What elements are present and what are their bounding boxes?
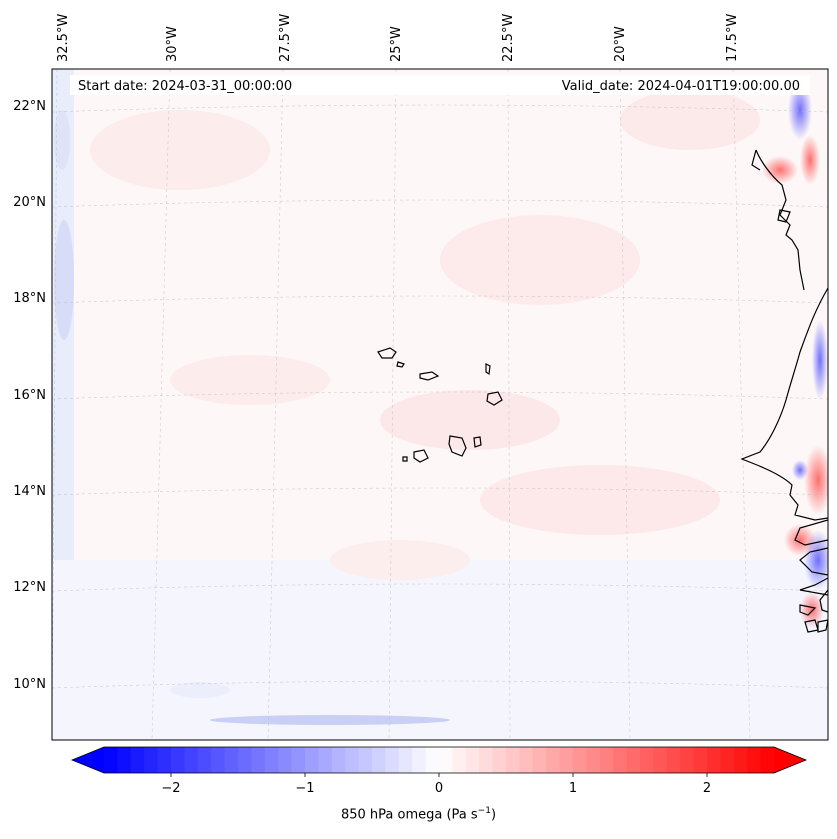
colorbar-label-exponent: −1 <box>477 806 491 816</box>
colorbar-segment <box>211 747 225 773</box>
colorbar-segment <box>318 747 333 773</box>
colorbar-segment <box>398 747 413 773</box>
colorbar-segment <box>747 747 761 773</box>
colorbar: −2 −1 0 1 2 <box>70 746 808 796</box>
lat-label: 10°N <box>13 677 46 692</box>
lat-label: 22°N <box>13 99 46 114</box>
colorbar-segment <box>291 747 306 773</box>
colorbar-label-suffix: ) <box>490 807 497 823</box>
lon-label: 27.5°W <box>278 14 293 62</box>
colorbar-gradient <box>72 747 806 773</box>
colorbar-segment <box>707 747 721 773</box>
colorbar-segment <box>251 747 266 773</box>
colorbar-segment <box>184 747 199 773</box>
colorbar-segment <box>506 747 520 773</box>
colorbar-segment <box>720 747 735 773</box>
colorbar-segment <box>197 747 212 773</box>
colorbar-segment <box>586 747 601 773</box>
lon-label: 30°W <box>165 26 180 62</box>
colorbar-segment <box>439 747 453 773</box>
lon-label: 22.5°W <box>501 14 516 62</box>
colorbar-segment <box>452 747 467 773</box>
colorbar-segment <box>157 747 172 773</box>
map-gridlines <box>52 69 828 740</box>
lat-label: 16°N <box>13 388 46 403</box>
colorbar-segment <box>238 747 252 773</box>
lon-label: 17.5°W <box>725 14 740 62</box>
colorbar-segment <box>264 747 279 773</box>
colorbar-segment <box>492 747 507 773</box>
colorbar-tick-label: 2 <box>703 781 711 796</box>
colorbar-segment <box>640 747 654 773</box>
latitude-labels: 22°N 20°N 18°N 16°N 14°N 12°N 10°N <box>13 99 46 692</box>
colorbar-tick-label: −1 <box>295 781 314 796</box>
lon-label: 20°W <box>613 26 628 62</box>
colorbar-ticks <box>170 773 708 777</box>
colorbar-segment <box>224 747 239 773</box>
colorbar-segment <box>573 747 587 773</box>
colorbar-extend-low <box>72 747 104 773</box>
colorbar-outline <box>70 746 808 774</box>
colorbar-segment <box>305 747 319 773</box>
longitude-labels: 32.5°W 30°W 27.5°W 25°W 22.5°W 20°W 17.5… <box>56 14 740 62</box>
map-frame <box>51 68 829 741</box>
colorbar-tick-label: 0 <box>435 781 443 796</box>
start-date-label: Start date: 2024-03-31_00:00:00 <box>78 79 292 94</box>
colorbar-segment <box>559 747 574 773</box>
coastline <box>377 149 828 633</box>
colorbar-segment <box>733 747 748 773</box>
lon-label: 32.5°W <box>56 14 71 62</box>
colorbar-segment <box>278 747 292 773</box>
lat-label: 12°N <box>13 580 46 595</box>
colorbar-segment <box>117 747 132 773</box>
colorbar-segment <box>519 747 534 773</box>
colorbar-segment <box>680 747 694 773</box>
colorbar-segment <box>385 747 400 773</box>
colorbar-segment <box>171 747 185 773</box>
colorbar-label-text: 850 hPa omega (Pa s <box>340 807 478 823</box>
colorbar-label: 850 hPa omega (Pa s−1) <box>0 806 837 822</box>
colorbar-segment <box>653 747 668 773</box>
colorbar-segment <box>412 747 426 773</box>
colorbar-tick-label: 1 <box>569 781 577 796</box>
lon-label: 25°W <box>389 26 404 62</box>
omega-field <box>52 69 828 740</box>
colorbar-segment <box>666 747 681 773</box>
lat-label: 18°N <box>13 291 46 306</box>
valid-date-label: Valid_date: 2024-04-01T19:00:00.00 <box>562 79 800 94</box>
colorbar-segment <box>358 747 373 773</box>
colorbar-extend-high <box>774 747 806 773</box>
lat-label: 20°N <box>13 195 46 210</box>
colorbar-segment <box>425 747 440 773</box>
colorbar-segment <box>532 747 547 773</box>
colorbar-segment <box>760 747 775 773</box>
colorbar-segment <box>546 747 560 773</box>
colorbar-segment <box>613 747 627 773</box>
colorbar-tick-label: −2 <box>161 781 180 796</box>
colorbar-segment <box>479 747 493 773</box>
colorbar-segment <box>599 747 614 773</box>
colorbar-segment <box>372 747 386 773</box>
colorbar-segment <box>104 747 118 773</box>
colorbar-segment <box>693 747 708 773</box>
colorbar-segment <box>345 747 359 773</box>
colorbar-segment <box>331 747 346 773</box>
colorbar-segment <box>465 747 480 773</box>
colorbar-segment <box>626 747 641 773</box>
lat-label: 14°N <box>13 484 46 499</box>
colorbar-segment <box>144 747 158 773</box>
colorbar-segment <box>130 747 145 773</box>
